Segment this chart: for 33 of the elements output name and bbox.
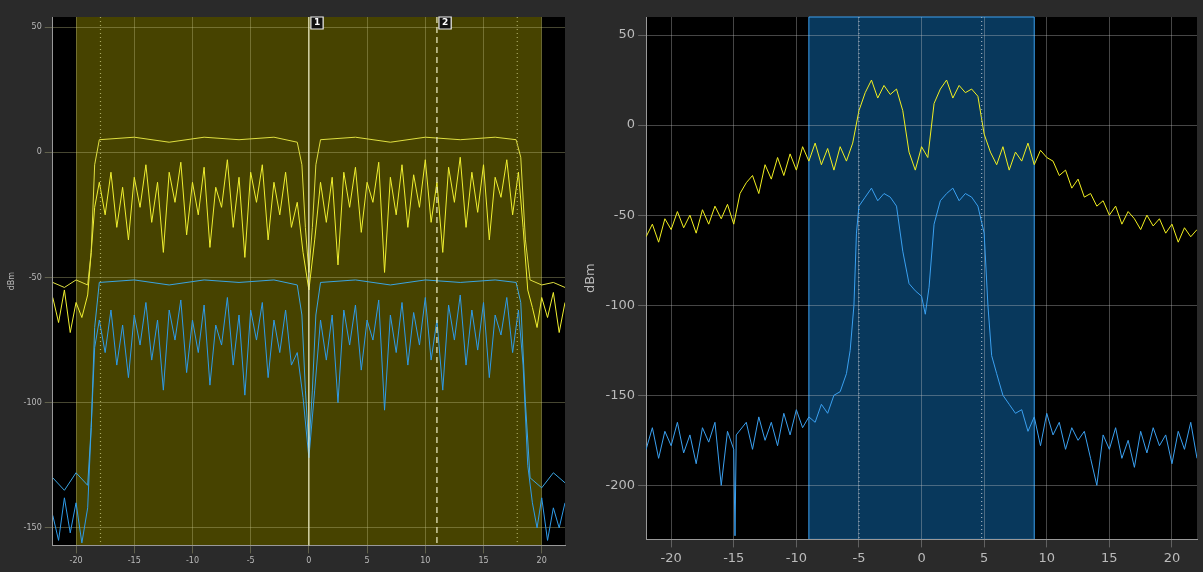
y-tick-label: 0 xyxy=(626,116,636,132)
x-tick-label: -10 xyxy=(185,556,199,566)
x-tick-label: 0 xyxy=(917,549,926,565)
x-tick-label: 5 xyxy=(364,556,370,566)
annotation: 1 xyxy=(313,17,321,28)
x-tick-label: -20 xyxy=(660,549,682,565)
x-tick-label: 15 xyxy=(1101,549,1118,565)
x-tick-label: -15 xyxy=(127,556,141,566)
x-tick-label: -15 xyxy=(723,549,745,565)
x-tick-label: 10 xyxy=(1038,549,1056,565)
y-tick-label: -50 xyxy=(613,206,636,222)
y-tick-label: -100 xyxy=(605,296,636,312)
x-tick-label: 15 xyxy=(478,556,489,566)
x-tick-label: 10 xyxy=(420,556,431,566)
annotation: 2 xyxy=(441,17,449,28)
y-tick-label: -200 xyxy=(605,476,636,492)
y-tick-label: 50 xyxy=(618,26,636,42)
y-tick-label: -50 xyxy=(28,272,42,282)
y-axis-title: dBm xyxy=(6,271,16,291)
x-tick-label: 20 xyxy=(1163,549,1181,565)
y-tick-label: -100 xyxy=(23,397,42,407)
y-axis-title: dBm xyxy=(582,263,598,294)
y-tick-label: -150 xyxy=(23,522,42,532)
x-tick-label: 0 xyxy=(306,556,312,566)
x-tick-label: -5 xyxy=(852,549,866,565)
y-tick-label: -150 xyxy=(605,386,636,402)
x-tick-label: 5 xyxy=(980,549,989,565)
y-tick-label: 0 xyxy=(36,147,42,157)
y-tick-label: 50 xyxy=(31,22,42,32)
x-tick-label: -10 xyxy=(785,549,807,565)
x-tick-label: -20 xyxy=(69,556,83,566)
x-tick-label: -5 xyxy=(246,556,255,566)
x-tick-label: 20 xyxy=(536,556,547,566)
